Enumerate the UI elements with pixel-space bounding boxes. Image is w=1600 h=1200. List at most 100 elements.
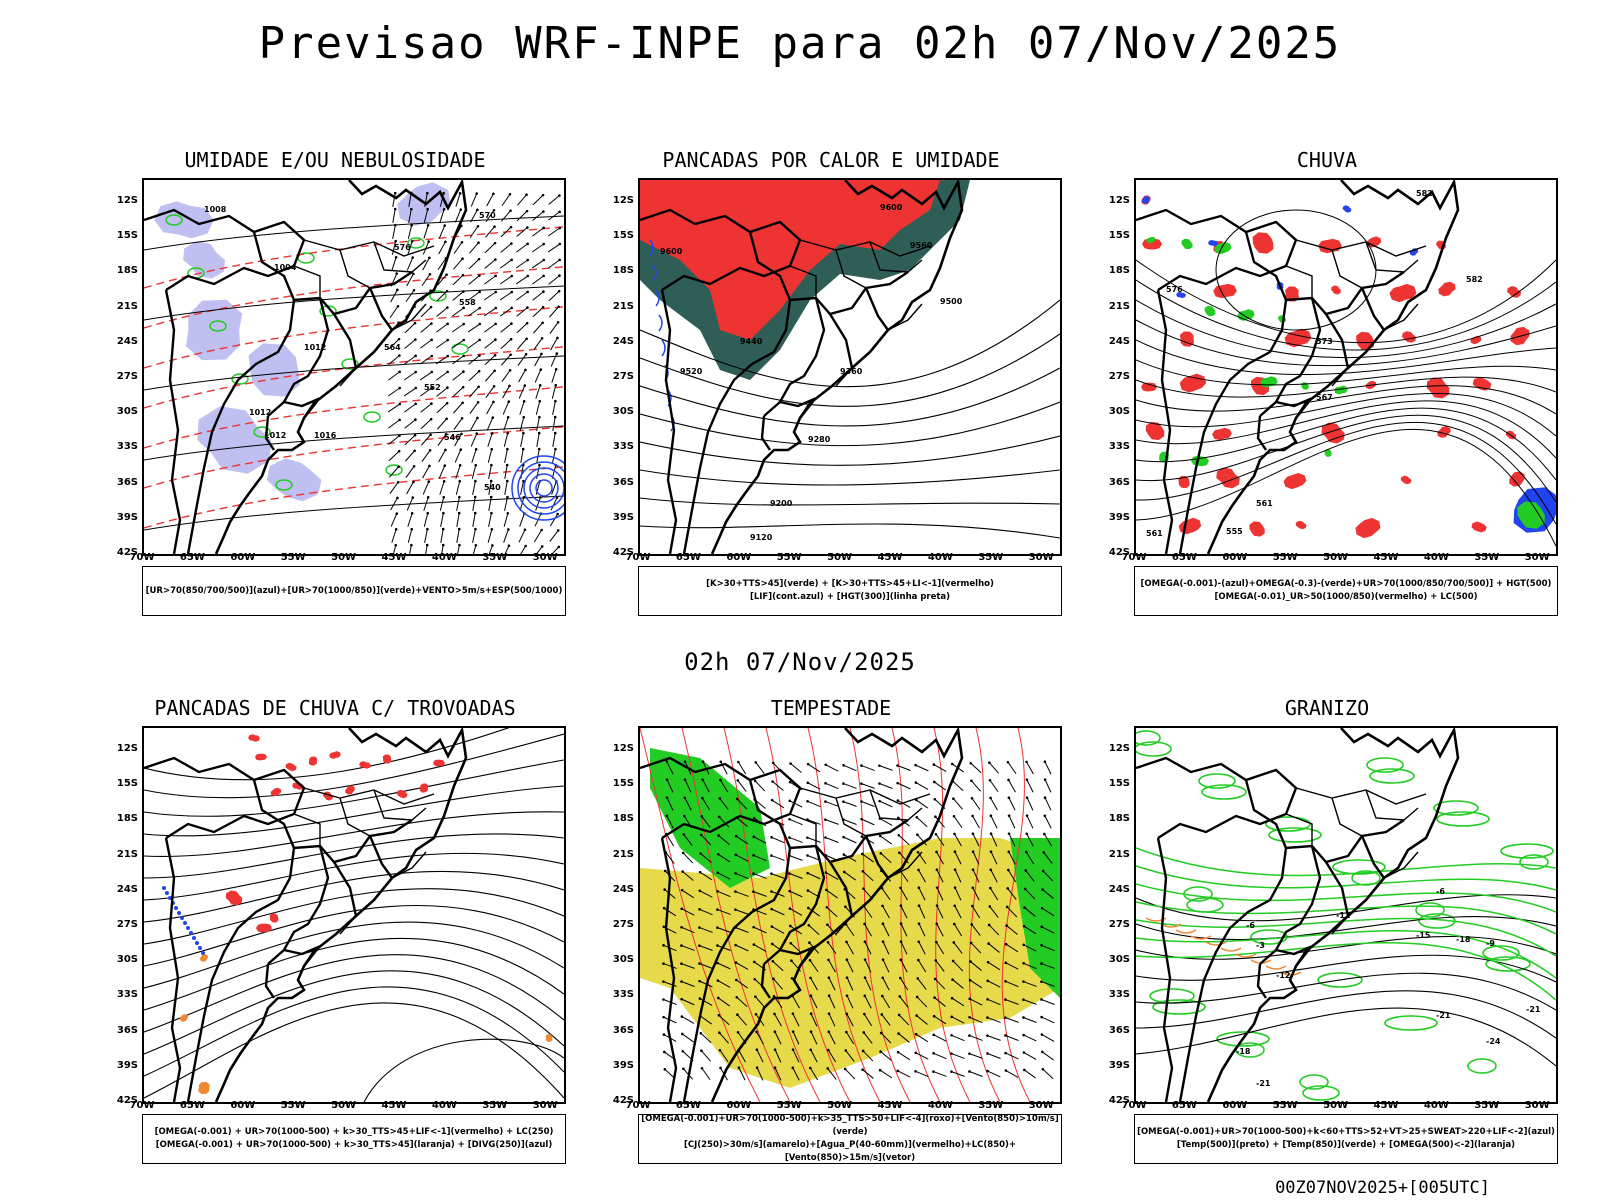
wind-vector-head: [699, 1032, 703, 1035]
wind-vector: [408, 209, 412, 223]
longitude-axis: 70W 65W 60W 55W 50W 45W 40W 35W 30W: [626, 1100, 1062, 1114]
contour-label: 1012: [249, 408, 271, 417]
map-canvas: [144, 728, 564, 1102]
wind-vector-head: [680, 997, 683, 1001]
wind-vector-head: [681, 870, 684, 873]
wind-vector-head: [788, 924, 792, 928]
wind-vector: [532, 275, 544, 285]
geopotential-contour: [640, 435, 1060, 466]
wind-vector: [552, 449, 556, 463]
wind-vector-head: [917, 958, 920, 962]
pressure-isobar: [144, 495, 564, 531]
wind-vector: [403, 387, 417, 397]
wind-vector-head: [1022, 1016, 1025, 1019]
thickness-contour: [144, 386, 564, 449]
country-border: [828, 861, 854, 917]
humidity-area: [183, 241, 225, 279]
wind-vector: [548, 211, 560, 221]
wind-vector-head: [398, 402, 402, 406]
wind-vector-head: [863, 958, 867, 961]
wind-vector-head: [411, 256, 415, 259]
wind-vector-head: [558, 194, 561, 197]
wind-vector-head: [395, 512, 399, 515]
wind-vector-head: [879, 852, 883, 855]
wind-vector-head: [968, 1052, 971, 1055]
wind-vector: [439, 481, 445, 495]
longitude-tick-label: 55W: [776, 552, 802, 563]
latitude-tick-label: 30S: [612, 406, 634, 418]
wind-vector-head: [988, 905, 992, 908]
wind-vector: [1025, 851, 1035, 865]
wind-vector-head: [538, 415, 541, 419]
wind-vector-head: [526, 226, 529, 229]
wind-vector-head: [953, 832, 956, 836]
wind-vector: [735, 962, 749, 970]
wind-vector: [663, 907, 677, 917]
wind-vector-head: [773, 1066, 777, 1069]
wind-vector: [879, 818, 893, 826]
longitude-tick-label: 35W: [1474, 1100, 1500, 1111]
state-border: [391, 851, 427, 879]
latitude-tick-label: 36S: [116, 476, 138, 488]
wind-vector: [699, 890, 713, 898]
wind-vector-head: [719, 1066, 722, 1070]
wind-vector-head: [478, 338, 481, 342]
wind-vector-head: [458, 192, 462, 195]
wind-vector: [516, 338, 528, 350]
precipitable-water-contour: [968, 728, 1001, 1102]
contour-label: 567: [1316, 393, 1333, 402]
country-border: [164, 837, 182, 1102]
wind-vector-head: [680, 980, 683, 983]
wind-vector: [499, 291, 513, 301]
wind-vector: [1023, 981, 1037, 987]
wind-vector: [807, 800, 821, 808]
wind-vector-head: [1041, 1050, 1044, 1054]
legend-line: [OMEGA(-0.001)+UR>70(1000-500)+k<60+TTS>…: [1137, 1127, 1555, 1137]
wind-vector-head: [807, 924, 811, 927]
wind-vector-head: [1042, 851, 1046, 854]
wind-vector: [970, 762, 982, 774]
longitude-axis: 70W 65W 60W 55W 50W 45W 40W 35W 30W: [130, 1100, 566, 1114]
wind-vector-head: [770, 890, 773, 893]
wind-vector: [483, 291, 497, 301]
wind-vector-head: [698, 997, 702, 1000]
wind-vector-head: [845, 994, 849, 997]
wind-vector: [989, 906, 999, 918]
wind-vector: [404, 434, 416, 446]
wind-vector-head: [398, 434, 401, 437]
wind-vector-head: [474, 479, 477, 483]
wind-vector-head: [719, 778, 722, 782]
wind-vector: [682, 852, 694, 864]
wind-vector: [520, 433, 524, 447]
wind-vector-head: [899, 958, 903, 962]
wind-vector: [935, 816, 945, 828]
precip-area-red: [1249, 521, 1265, 537]
wind-vector-head: [773, 1048, 777, 1051]
wind-vector: [736, 817, 748, 827]
wind-vector-head: [430, 322, 433, 325]
wind-vector: [390, 497, 398, 511]
storm-area-red: [433, 759, 445, 767]
wind-vector-head: [682, 833, 686, 836]
low-level-humidity-contour: [231, 373, 249, 385]
wind-vector-head: [806, 762, 810, 766]
divergence-marker: [195, 941, 199, 945]
country-border: [264, 963, 275, 999]
wind-vector-head: [414, 402, 417, 406]
wind-vector: [792, 1013, 800, 1027]
contour-label: -6: [1436, 887, 1445, 896]
divergence-marker: [201, 951, 205, 955]
wind-vector: [843, 783, 857, 789]
wind-vector: [717, 980, 731, 988]
wind-vector: [551, 546, 560, 554]
streamline: [144, 759, 564, 817]
wind-vector-head: [460, 432, 463, 436]
wind-vector: [1007, 869, 1017, 883]
wind-vector-head: [542, 258, 546, 262]
wind-vector-head: [968, 1034, 971, 1037]
longitude-axis: 70W 65W 60W 55W 50W 45W 40W 35W 30W: [1122, 552, 1558, 566]
wind-vector-head: [968, 1015, 971, 1019]
wind-vector-head: [474, 543, 478, 547]
latitude-tick-label: 18S: [612, 265, 634, 277]
wind-vector: [1005, 943, 1019, 953]
